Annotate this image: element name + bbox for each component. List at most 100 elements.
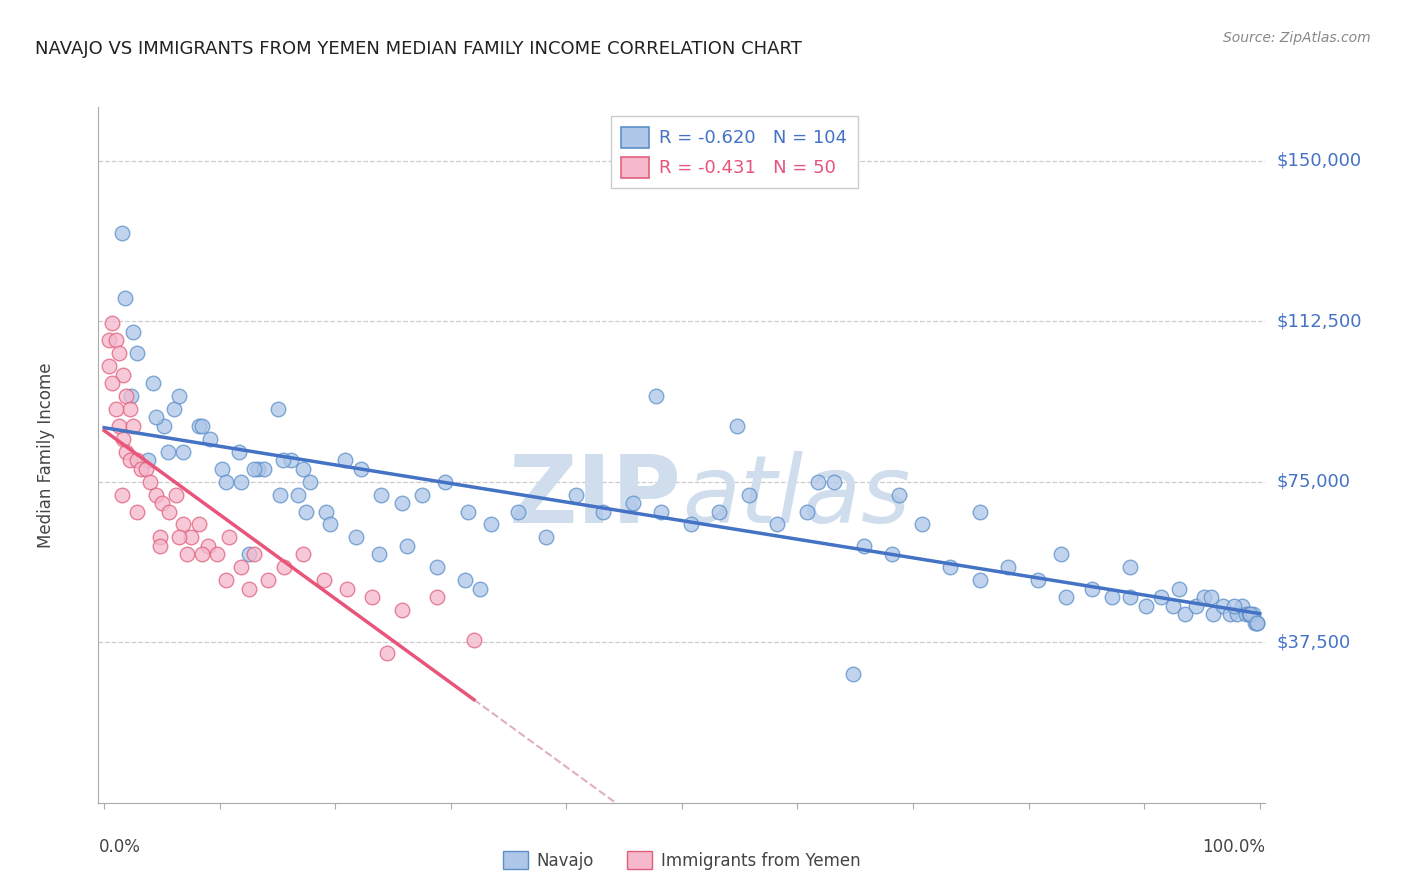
- Point: [120, 389, 142, 403]
- Point: [1192, 591, 1215, 605]
- Point: [110, 487, 132, 501]
- Point: [707, 505, 730, 519]
- Point: [939, 560, 962, 574]
- Point: [211, 462, 233, 476]
- Point: [291, 462, 314, 476]
- Text: 0.0%: 0.0%: [98, 838, 141, 855]
- Point: [150, 496, 173, 510]
- Point: [969, 505, 991, 519]
- Point: [172, 444, 194, 458]
- Text: ZIP: ZIP: [509, 450, 682, 542]
- Point: [243, 548, 266, 562]
- Point: [115, 444, 138, 458]
- Point: [853, 539, 876, 553]
- Point: [1239, 607, 1261, 622]
- Point: [823, 475, 845, 489]
- Point: [257, 573, 280, 587]
- Point: [336, 582, 359, 596]
- Point: [391, 603, 413, 617]
- Point: [969, 573, 991, 587]
- Point: [287, 487, 309, 501]
- Text: $75,000: $75,000: [1277, 473, 1351, 491]
- Point: [1223, 599, 1246, 613]
- Point: [115, 389, 138, 403]
- Point: [176, 548, 198, 562]
- Point: [218, 530, 240, 544]
- Point: [97, 359, 120, 373]
- Point: [104, 334, 127, 348]
- Point: [271, 453, 294, 467]
- Point: [344, 530, 367, 544]
- Point: [142, 376, 165, 391]
- Point: [1119, 591, 1142, 605]
- Point: [1246, 615, 1268, 630]
- Point: [1081, 582, 1104, 596]
- Point: [101, 316, 124, 330]
- Point: [911, 517, 934, 532]
- Point: [139, 475, 162, 489]
- Point: [1241, 607, 1264, 622]
- Point: [506, 505, 529, 519]
- Point: [1185, 599, 1208, 613]
- Point: [312, 573, 335, 587]
- Point: [229, 475, 252, 489]
- Point: [156, 444, 179, 458]
- Point: [122, 419, 145, 434]
- Point: [111, 368, 134, 382]
- Point: [765, 517, 787, 532]
- Point: [395, 539, 418, 553]
- Point: [426, 591, 449, 605]
- Text: atlas: atlas: [682, 451, 910, 542]
- Point: [207, 548, 229, 562]
- Point: [370, 487, 392, 501]
- Point: [266, 401, 288, 416]
- Legend: Navajo, Immigrants from Yemen: Navajo, Immigrants from Yemen: [495, 843, 869, 878]
- Point: [1173, 607, 1195, 622]
- Point: [172, 517, 194, 532]
- Point: [191, 548, 214, 562]
- Point: [463, 633, 485, 648]
- Point: [238, 582, 260, 596]
- Point: [1202, 607, 1225, 622]
- Point: [169, 389, 191, 403]
- Point: [645, 389, 668, 403]
- Point: [333, 453, 356, 467]
- Point: [1167, 582, 1189, 596]
- Point: [187, 517, 209, 532]
- Point: [1219, 607, 1241, 622]
- Point: [197, 539, 219, 553]
- Point: [298, 475, 321, 489]
- Point: [118, 453, 141, 467]
- Point: [1199, 591, 1222, 605]
- Point: [997, 560, 1019, 574]
- Point: [796, 505, 818, 519]
- Point: [468, 582, 491, 596]
- Point: [145, 487, 167, 501]
- Point: [1119, 560, 1142, 574]
- Point: [887, 487, 910, 501]
- Point: [725, 419, 748, 434]
- Point: [295, 505, 318, 519]
- Text: Median Family Income: Median Family Income: [37, 362, 55, 548]
- Point: [681, 517, 703, 532]
- Point: [391, 496, 413, 510]
- Text: NAVAJO VS IMMIGRANTS FROM YEMEN MEDIAN FAMILY INCOME CORRELATION CHART: NAVAJO VS IMMIGRANTS FROM YEMEN MEDIAN F…: [35, 40, 801, 58]
- Point: [136, 453, 159, 467]
- Text: $150,000: $150,000: [1277, 152, 1361, 169]
- Point: [738, 487, 761, 501]
- Point: [253, 462, 276, 476]
- Point: [145, 410, 167, 425]
- Point: [180, 530, 202, 544]
- Text: Source: ZipAtlas.com: Source: ZipAtlas.com: [1223, 31, 1371, 45]
- Point: [125, 346, 148, 360]
- Point: [108, 419, 131, 434]
- Point: [101, 376, 124, 391]
- Point: [246, 462, 269, 476]
- Point: [1026, 573, 1049, 587]
- Point: [1246, 615, 1268, 630]
- Point: [169, 530, 191, 544]
- Point: [315, 505, 337, 519]
- Point: [350, 462, 373, 476]
- Point: [368, 548, 391, 562]
- Point: [135, 462, 157, 476]
